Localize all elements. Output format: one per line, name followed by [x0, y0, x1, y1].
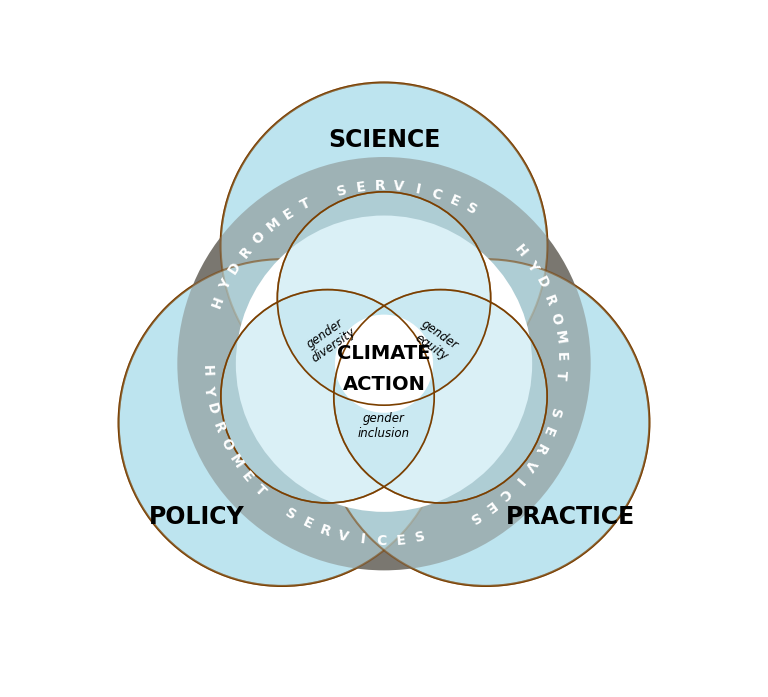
Text: T: T: [554, 370, 568, 381]
Text: C: C: [376, 534, 387, 548]
Text: R: R: [318, 523, 333, 539]
Text: S: S: [466, 508, 482, 526]
Text: E: E: [540, 424, 556, 438]
Circle shape: [118, 259, 445, 586]
Text: S: S: [464, 201, 479, 218]
Text: R: R: [531, 441, 548, 457]
Text: O: O: [217, 436, 235, 453]
Text: T: T: [252, 482, 269, 499]
Text: E: E: [447, 192, 462, 209]
Circle shape: [177, 157, 591, 570]
Text: M: M: [263, 215, 283, 235]
Text: M: M: [551, 329, 568, 345]
Text: D: D: [226, 259, 244, 276]
Text: C: C: [429, 186, 443, 202]
Text: E: E: [281, 206, 296, 222]
Text: H: H: [511, 242, 530, 259]
Text: O: O: [548, 311, 564, 326]
Text: R: R: [374, 179, 386, 194]
Text: E: E: [300, 515, 315, 532]
Text: S: S: [283, 506, 299, 523]
Text: D: D: [204, 401, 220, 416]
Circle shape: [220, 82, 548, 409]
Text: PRACTICE: PRACTICE: [506, 505, 636, 529]
Text: S: S: [413, 530, 426, 545]
Circle shape: [220, 82, 548, 409]
Text: I: I: [511, 473, 525, 487]
Circle shape: [118, 259, 445, 586]
Text: O: O: [250, 229, 268, 247]
Circle shape: [323, 259, 650, 586]
Circle shape: [335, 314, 433, 413]
Text: H: H: [200, 365, 214, 377]
Circle shape: [334, 290, 547, 503]
Text: V: V: [336, 528, 350, 544]
Text: ACTION: ACTION: [343, 376, 425, 395]
Text: V: V: [521, 457, 538, 473]
Text: S: S: [335, 183, 348, 199]
Text: I: I: [359, 533, 366, 547]
Circle shape: [277, 192, 491, 405]
Text: gender
inclusion: gender inclusion: [358, 412, 410, 440]
Text: gender
equity: gender equity: [410, 317, 461, 365]
Text: R: R: [541, 293, 558, 307]
Text: R: R: [237, 243, 255, 261]
Text: S: S: [546, 406, 562, 420]
Text: E: E: [239, 468, 256, 485]
Text: D: D: [533, 275, 551, 291]
Text: SCIENCE: SCIENCE: [328, 128, 440, 152]
Text: CLIMATE: CLIMATE: [337, 344, 431, 363]
Text: E: E: [482, 498, 498, 514]
Text: I: I: [414, 182, 422, 197]
Text: POLICY: POLICY: [149, 505, 245, 529]
Text: M: M: [227, 452, 246, 471]
Circle shape: [221, 290, 434, 503]
Text: H: H: [209, 294, 227, 309]
Text: R: R: [210, 420, 227, 435]
Text: E: E: [554, 351, 568, 361]
Text: gender
diversity: gender diversity: [300, 314, 358, 365]
Text: C: C: [496, 485, 513, 503]
Text: Y: Y: [217, 277, 234, 292]
Circle shape: [236, 215, 532, 512]
Text: Y: Y: [201, 384, 217, 397]
Text: Y: Y: [524, 258, 541, 274]
Text: T: T: [298, 196, 313, 213]
Text: E: E: [396, 533, 406, 548]
Circle shape: [323, 259, 650, 586]
Text: E: E: [355, 181, 366, 195]
Text: V: V: [393, 179, 405, 194]
